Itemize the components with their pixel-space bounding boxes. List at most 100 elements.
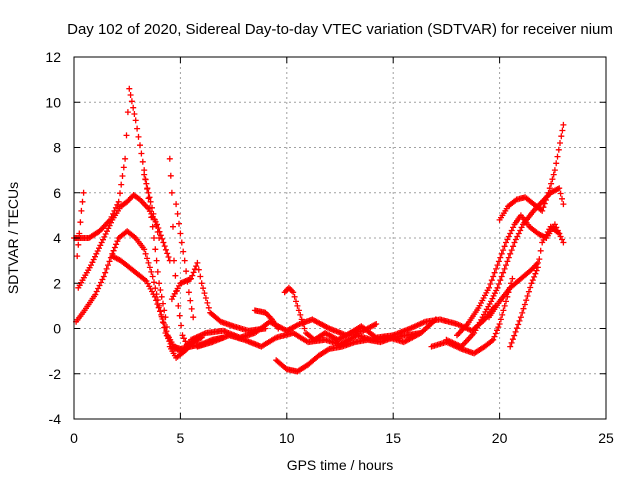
data-point [373, 321, 380, 327]
data-point [127, 92, 134, 98]
data-point [504, 236, 511, 243]
data-point [495, 324, 502, 331]
data-point [158, 311, 165, 318]
data-point [500, 247, 507, 254]
data-point [520, 305, 527, 312]
data-point [152, 285, 159, 292]
data-point [559, 195, 565, 202]
data-point [503, 298, 509, 305]
data-point [556, 230, 563, 237]
data-point [500, 269, 507, 276]
data-point [201, 290, 208, 297]
data-point [505, 254, 512, 261]
data-point [517, 314, 524, 321]
data-point [540, 204, 547, 211]
data-point [190, 314, 197, 321]
data-point [524, 293, 531, 299]
data-point [197, 273, 204, 280]
data-point [183, 268, 190, 275]
y-tick-label: 12 [45, 49, 61, 65]
data-point [190, 269, 197, 276]
data-point [290, 289, 297, 296]
data-point [498, 273, 505, 280]
data-point [151, 235, 157, 241]
data-point [193, 263, 200, 270]
data-point [119, 173, 126, 179]
data-point [507, 250, 514, 257]
data-point [185, 289, 192, 296]
data-point [138, 150, 145, 157]
data-point [533, 267, 540, 274]
data-point [96, 245, 102, 252]
data-point [174, 210, 181, 217]
data-point [554, 153, 561, 160]
data-point [117, 190, 123, 197]
data-point [146, 264, 153, 271]
data-point [97, 242, 104, 249]
data-point [171, 257, 177, 264]
data-point [511, 332, 518, 339]
data-point [154, 301, 161, 308]
data-point [548, 180, 555, 187]
data-point [499, 311, 506, 318]
series-track-20 [486, 259, 541, 321]
data-point [545, 189, 552, 196]
data-point [126, 85, 133, 92]
data-point [161, 243, 168, 250]
data-point [557, 140, 563, 146]
data-point [113, 241, 120, 248]
data-point [180, 248, 187, 255]
data-point [200, 285, 207, 292]
data-point [151, 293, 158, 300]
data-point [150, 210, 157, 217]
data-point [558, 133, 565, 140]
data-point [145, 189, 152, 196]
data-point [432, 316, 439, 323]
data-point [93, 250, 100, 257]
data-point [122, 155, 129, 162]
data-point [525, 288, 532, 295]
data-point [188, 275, 194, 282]
data-point [160, 320, 167, 327]
data-point [486, 284, 492, 291]
data-point [533, 261, 540, 268]
data-point [527, 284, 534, 291]
series-track-14 [251, 307, 282, 332]
data-point [491, 333, 498, 340]
data-point [494, 327, 500, 334]
data-point [132, 117, 139, 124]
data-point [105, 225, 112, 232]
data-point [162, 246, 169, 253]
y-tick-label: -2 [49, 366, 62, 382]
x-tick-label: 10 [279, 430, 295, 446]
chart-title: Day 102 of 2020, Sidereal Day-to-day VTE… [67, 21, 613, 38]
data-point [100, 273, 107, 280]
series-track-2 [75, 192, 173, 291]
data-point [497, 316, 504, 323]
data-point [557, 190, 564, 197]
data-point [493, 287, 500, 294]
data-point [172, 272, 179, 279]
data-point [134, 125, 141, 132]
data-point [157, 308, 163, 315]
x-tick-label: 20 [492, 430, 508, 446]
data-point [501, 265, 508, 272]
data-point [104, 228, 110, 235]
data-point [504, 258, 511, 265]
data-point [103, 265, 110, 272]
data-point [78, 207, 85, 214]
data-point [505, 233, 512, 240]
data-point [491, 290, 498, 297]
data-point [189, 272, 196, 279]
data-point [160, 239, 167, 246]
data-point [106, 258, 113, 265]
data-point [149, 273, 156, 280]
data-point [151, 279, 157, 286]
data-point [90, 256, 97, 263]
data-point [301, 325, 308, 332]
data-point [156, 280, 163, 287]
data-point [194, 259, 201, 266]
data-point [94, 248, 101, 254]
data-point [99, 276, 106, 283]
